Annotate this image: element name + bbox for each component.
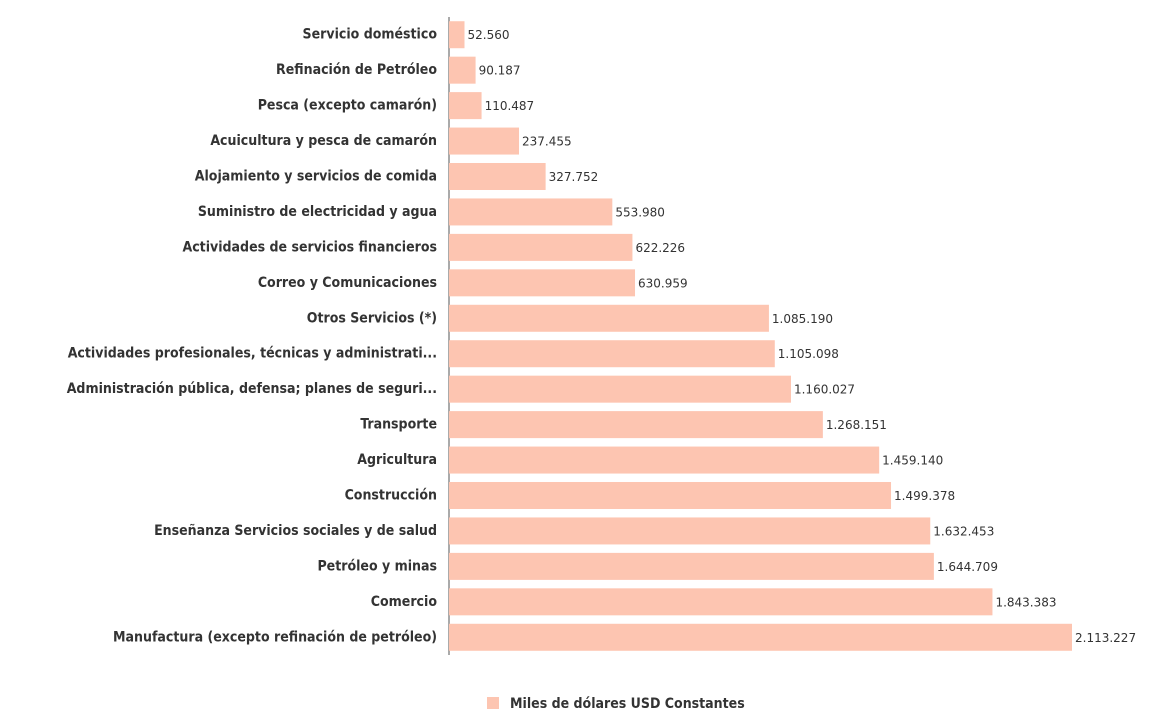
- data-label: 1.843.383: [995, 595, 1056, 609]
- bar: [449, 552, 934, 580]
- data-label: 630.959: [638, 276, 688, 290]
- y-tick-label: Alojamiento y servicios de comida: [195, 169, 437, 185]
- y-tick-label: Actividades profesionales, técnicas y ad…: [68, 346, 437, 362]
- data-label: 1.644.709: [937, 560, 998, 574]
- bar: [449, 21, 465, 49]
- y-tick-label: Suministro de electricidad y agua: [198, 204, 437, 220]
- y-tick-label: Acuicultura y pesca de camarón: [210, 133, 437, 149]
- bar: [449, 340, 775, 368]
- data-label: 622.226: [635, 241, 685, 255]
- bar: [449, 198, 613, 226]
- y-tick-label: Enseñanza Servicios sociales y de salud: [154, 523, 437, 539]
- y-tick-label: Petróleo y minas: [317, 558, 437, 574]
- data-label: 1.459.140: [882, 454, 943, 468]
- bar: [449, 517, 931, 545]
- bar: [449, 127, 520, 155]
- data-label: 1.268.151: [826, 418, 887, 432]
- legend-swatch: [487, 697, 499, 709]
- data-label: 1.085.190: [772, 312, 833, 326]
- y-tick-label: Otros Servicios (*): [307, 310, 437, 326]
- y-tick-label: Comercio: [371, 594, 438, 610]
- y-tick-label: Agricultura: [357, 452, 437, 468]
- data-label: 1.160.027: [794, 383, 855, 397]
- data-label: 553.980: [615, 205, 665, 219]
- bar: [449, 92, 482, 120]
- bar: [449, 482, 892, 509]
- bar: [449, 269, 636, 297]
- bar: [449, 56, 476, 84]
- bar: [449, 411, 823, 439]
- y-tick-label: Servicio doméstico: [303, 27, 438, 43]
- bar: [449, 304, 769, 332]
- y-tick-label: Pesca (excepto camarón): [258, 98, 437, 114]
- data-label: 1.105.098: [778, 347, 839, 361]
- bar: [449, 375, 791, 403]
- bar: [449, 446, 880, 474]
- y-tick-label: Correo y Comunicaciones: [258, 275, 437, 291]
- y-tick-label: Administración pública, defensa; planes …: [67, 381, 437, 397]
- bar: [449, 233, 633, 261]
- y-tick-label: Construcción: [345, 488, 437, 504]
- legend-label: Miles de dólares USD Constantes: [510, 696, 745, 711]
- data-label: 237.455: [522, 135, 572, 149]
- y-tick-label: Actividades de servicios financieros: [182, 239, 437, 255]
- y-tick-label: Transporte: [360, 417, 437, 433]
- data-label: 90.187: [479, 64, 521, 78]
- bar: [449, 588, 993, 616]
- data-label: 2.113.227: [1075, 631, 1136, 645]
- y-tick-label: Manufactura (excepto refinación de petró…: [113, 629, 437, 645]
- data-label: 110.487: [485, 99, 535, 113]
- data-label: 52.560: [467, 28, 509, 42]
- y-tick-label: Refinación de Petróleo: [276, 62, 437, 78]
- bar: [449, 163, 546, 190]
- data-label: 1.499.378: [894, 489, 955, 503]
- bar: [449, 623, 1072, 651]
- data-label: 1.632.453: [933, 524, 994, 538]
- data-label: 327.752: [549, 170, 599, 184]
